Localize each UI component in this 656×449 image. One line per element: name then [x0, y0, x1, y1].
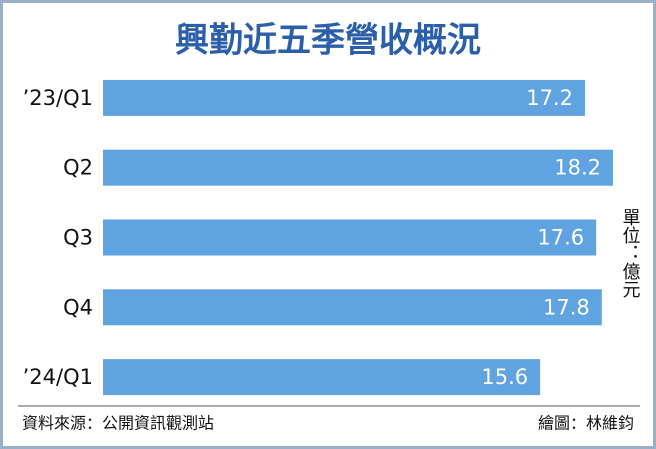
unit-label: 單位：億元	[620, 208, 641, 298]
value-label: 17.6	[537, 226, 584, 250]
category-label: ’23/Q1	[23, 86, 93, 110]
bar	[103, 149, 613, 186]
category-label: Q4	[63, 295, 93, 319]
category-label: ’24/Q1	[23, 365, 93, 389]
value-label: 18.2	[554, 156, 601, 180]
category-label: Q3	[63, 226, 93, 250]
bar	[103, 219, 597, 256]
value-label: 17.2	[526, 86, 573, 110]
bar	[103, 289, 602, 326]
value-label: 15.6	[481, 365, 528, 389]
bar	[103, 79, 585, 116]
bar	[103, 359, 541, 396]
category-label: Q2	[63, 156, 93, 180]
credit: 繪圖：林維鈞	[538, 414, 634, 433]
source: 資料來源：公開資訊觀測站	[22, 414, 214, 433]
chart-title: 興勤近五季營收概況	[175, 21, 481, 61]
value-label: 17.8	[543, 295, 590, 319]
